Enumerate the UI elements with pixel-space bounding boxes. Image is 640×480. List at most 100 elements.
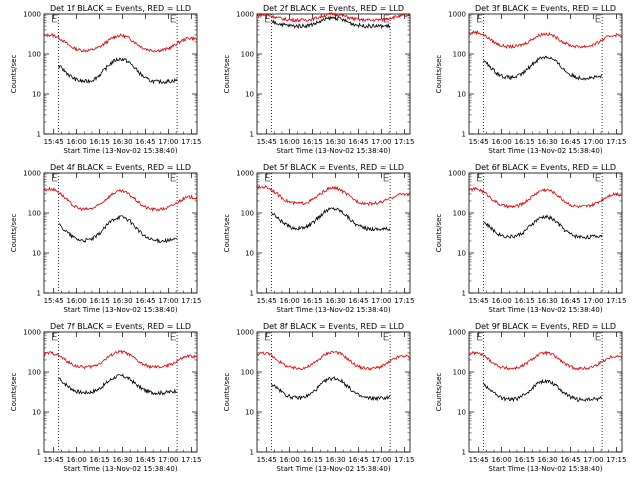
- y-tick-label: 10: [32, 409, 41, 417]
- x-tick-label: 17:00: [583, 456, 603, 464]
- x-tick-label: 17:15: [606, 456, 626, 464]
- x-tick-label: 16:30: [537, 456, 557, 464]
- interval-flag-icon: [265, 332, 271, 341]
- x-tick-label: 16:00: [280, 297, 300, 305]
- y-tick-label: 1000: [448, 329, 466, 337]
- y-tick-label: 1: [462, 449, 466, 457]
- y-tick-label: 1: [37, 131, 41, 139]
- x-axis-label: Start Time (13-Nov-02 15:38:40): [488, 465, 602, 473]
- x-tick-label: 17:00: [371, 138, 391, 146]
- x-tick-label: 16:00: [492, 138, 512, 146]
- panel-title: Det 7f BLACK = Events, RED = LLD: [50, 322, 191, 331]
- x-tick-label: 16:45: [135, 138, 155, 146]
- x-tick-label: 15:45: [257, 456, 277, 464]
- x-tick-label: 16:30: [112, 456, 132, 464]
- panel-7: Det 7f BLACK = Events, RED = LLD 1 10 100 10…: [10, 322, 201, 473]
- x-axis-label: Start Time (13-Nov-02 15:38:40): [63, 465, 177, 473]
- y-tick-label: 100: [28, 369, 41, 377]
- x-tick-label: 15:45: [44, 456, 64, 464]
- y-tick-label: 1000: [448, 11, 466, 19]
- y-axis-label: Counts/sec: [223, 373, 231, 412]
- panel-6: Det 6f BLACK = Events, RED = LLD 1 10 100 10…: [435, 163, 626, 314]
- x-tick-label: 17:00: [583, 138, 603, 146]
- x-tick-label: 16:15: [89, 138, 109, 146]
- y-tick-label: 1: [462, 131, 466, 139]
- plot-frame: [256, 172, 411, 294]
- y-tick-label: 1000: [23, 170, 41, 178]
- x-tick-label: 16:45: [560, 138, 580, 146]
- x-tick-label: 16:00: [67, 138, 87, 146]
- x-axis-label: Start Time (13-Nov-02 15:38:40): [276, 465, 390, 473]
- x-tick-label: 16:00: [280, 138, 300, 146]
- x-tick-label: 17:00: [371, 297, 391, 305]
- x-tick-label: 16:00: [67, 297, 87, 305]
- x-tick-label: 16:30: [537, 138, 557, 146]
- x-axis-label: Start Time (13-Nov-02 15:38:40): [276, 306, 390, 314]
- events-series-line: [483, 55, 603, 81]
- y-tick-label: 100: [241, 210, 254, 218]
- interval-flag-icon: [265, 173, 271, 182]
- x-axis-label: Start Time (13-Nov-02 15:38:40): [276, 147, 390, 155]
- y-tick-label: 1000: [236, 170, 254, 178]
- x-tick-label: 17:00: [371, 456, 391, 464]
- panel-1: Det 1f BLACK = Events, RED = LLD 1 10 100 10…: [10, 4, 201, 155]
- x-tick-label: 16:00: [67, 456, 87, 464]
- panel-8: Det 8f BLACK = Events, RED = LLD 1 10 100 10…: [223, 322, 414, 473]
- lld-series-line: [256, 185, 411, 207]
- events-series-line: [271, 15, 391, 30]
- panel-title: Det 8f BLACK = Events, RED = LLD: [263, 322, 404, 331]
- y-tick-label: 10: [32, 250, 41, 258]
- interval-flag-icon: [477, 173, 483, 182]
- x-axis-label: Start Time (13-Nov-02 15:38:40): [63, 306, 177, 314]
- lld-series-line: [43, 349, 198, 370]
- plot-frame: [468, 13, 623, 135]
- plot-frame: [256, 13, 411, 135]
- y-tick-label: 10: [457, 91, 466, 99]
- interval-flag-icon: [595, 173, 602, 182]
- x-tick-label: 16:45: [348, 297, 368, 305]
- y-tick-label: 10: [245, 91, 254, 99]
- events-series-line: [58, 373, 178, 396]
- y-tick-label: 10: [245, 250, 254, 258]
- x-tick-label: 17:00: [158, 138, 178, 146]
- y-tick-label: 1000: [236, 11, 254, 19]
- y-tick-label: 10: [245, 409, 254, 417]
- interval-flag-icon: [170, 332, 177, 341]
- panel-title: Det 6f BLACK = Events, RED = LLD: [475, 163, 616, 172]
- y-axis-label: Counts/sec: [435, 373, 443, 412]
- x-tick-label: 17:15: [181, 297, 201, 305]
- x-tick-label: 16:45: [348, 138, 368, 146]
- panel-title: Det 9f BLACK = Events, RED = LLD: [475, 322, 616, 331]
- x-tick-label: 16:45: [135, 297, 155, 305]
- x-tick-label: 17:15: [394, 297, 414, 305]
- x-tick-label: 16:15: [302, 456, 322, 464]
- interval-flag-icon: [170, 14, 177, 23]
- y-tick-label: 1000: [23, 329, 41, 337]
- panel-title: Det 1f BLACK = Events, RED = LLD: [50, 4, 191, 13]
- y-tick-label: 100: [241, 369, 254, 377]
- plot-frame: [468, 172, 623, 294]
- x-tick-label: 15:45: [257, 297, 277, 305]
- events-series-line: [271, 376, 391, 402]
- x-tick-label: 16:15: [302, 297, 322, 305]
- x-tick-label: 16:45: [560, 456, 580, 464]
- x-tick-label: 16:15: [514, 297, 534, 305]
- y-axis-label: Counts/sec: [10, 55, 18, 94]
- x-tick-label: 15:45: [44, 297, 64, 305]
- panel-title: Det 2f BLACK = Events, RED = LLD: [263, 4, 404, 13]
- interval-flag-icon: [52, 173, 58, 182]
- x-axis-label: Start Time (13-Nov-02 15:38:40): [488, 147, 602, 155]
- y-tick-label: 1: [37, 449, 41, 457]
- panel-2: Det 2f BLACK = Events, RED = LLD 1 10 100 10…: [223, 4, 414, 155]
- y-tick-label: 1: [250, 290, 254, 298]
- y-axis-label: Counts/sec: [435, 214, 443, 253]
- x-tick-label: 16:30: [112, 297, 132, 305]
- x-tick-label: 16:15: [514, 138, 534, 146]
- x-tick-label: 16:45: [560, 297, 580, 305]
- y-tick-label: 10: [457, 250, 466, 258]
- y-tick-label: 100: [28, 210, 41, 218]
- panel-title: Det 5f BLACK = Events, RED = LLD: [263, 163, 404, 172]
- y-tick-label: 100: [453, 210, 466, 218]
- x-tick-label: 16:15: [89, 297, 109, 305]
